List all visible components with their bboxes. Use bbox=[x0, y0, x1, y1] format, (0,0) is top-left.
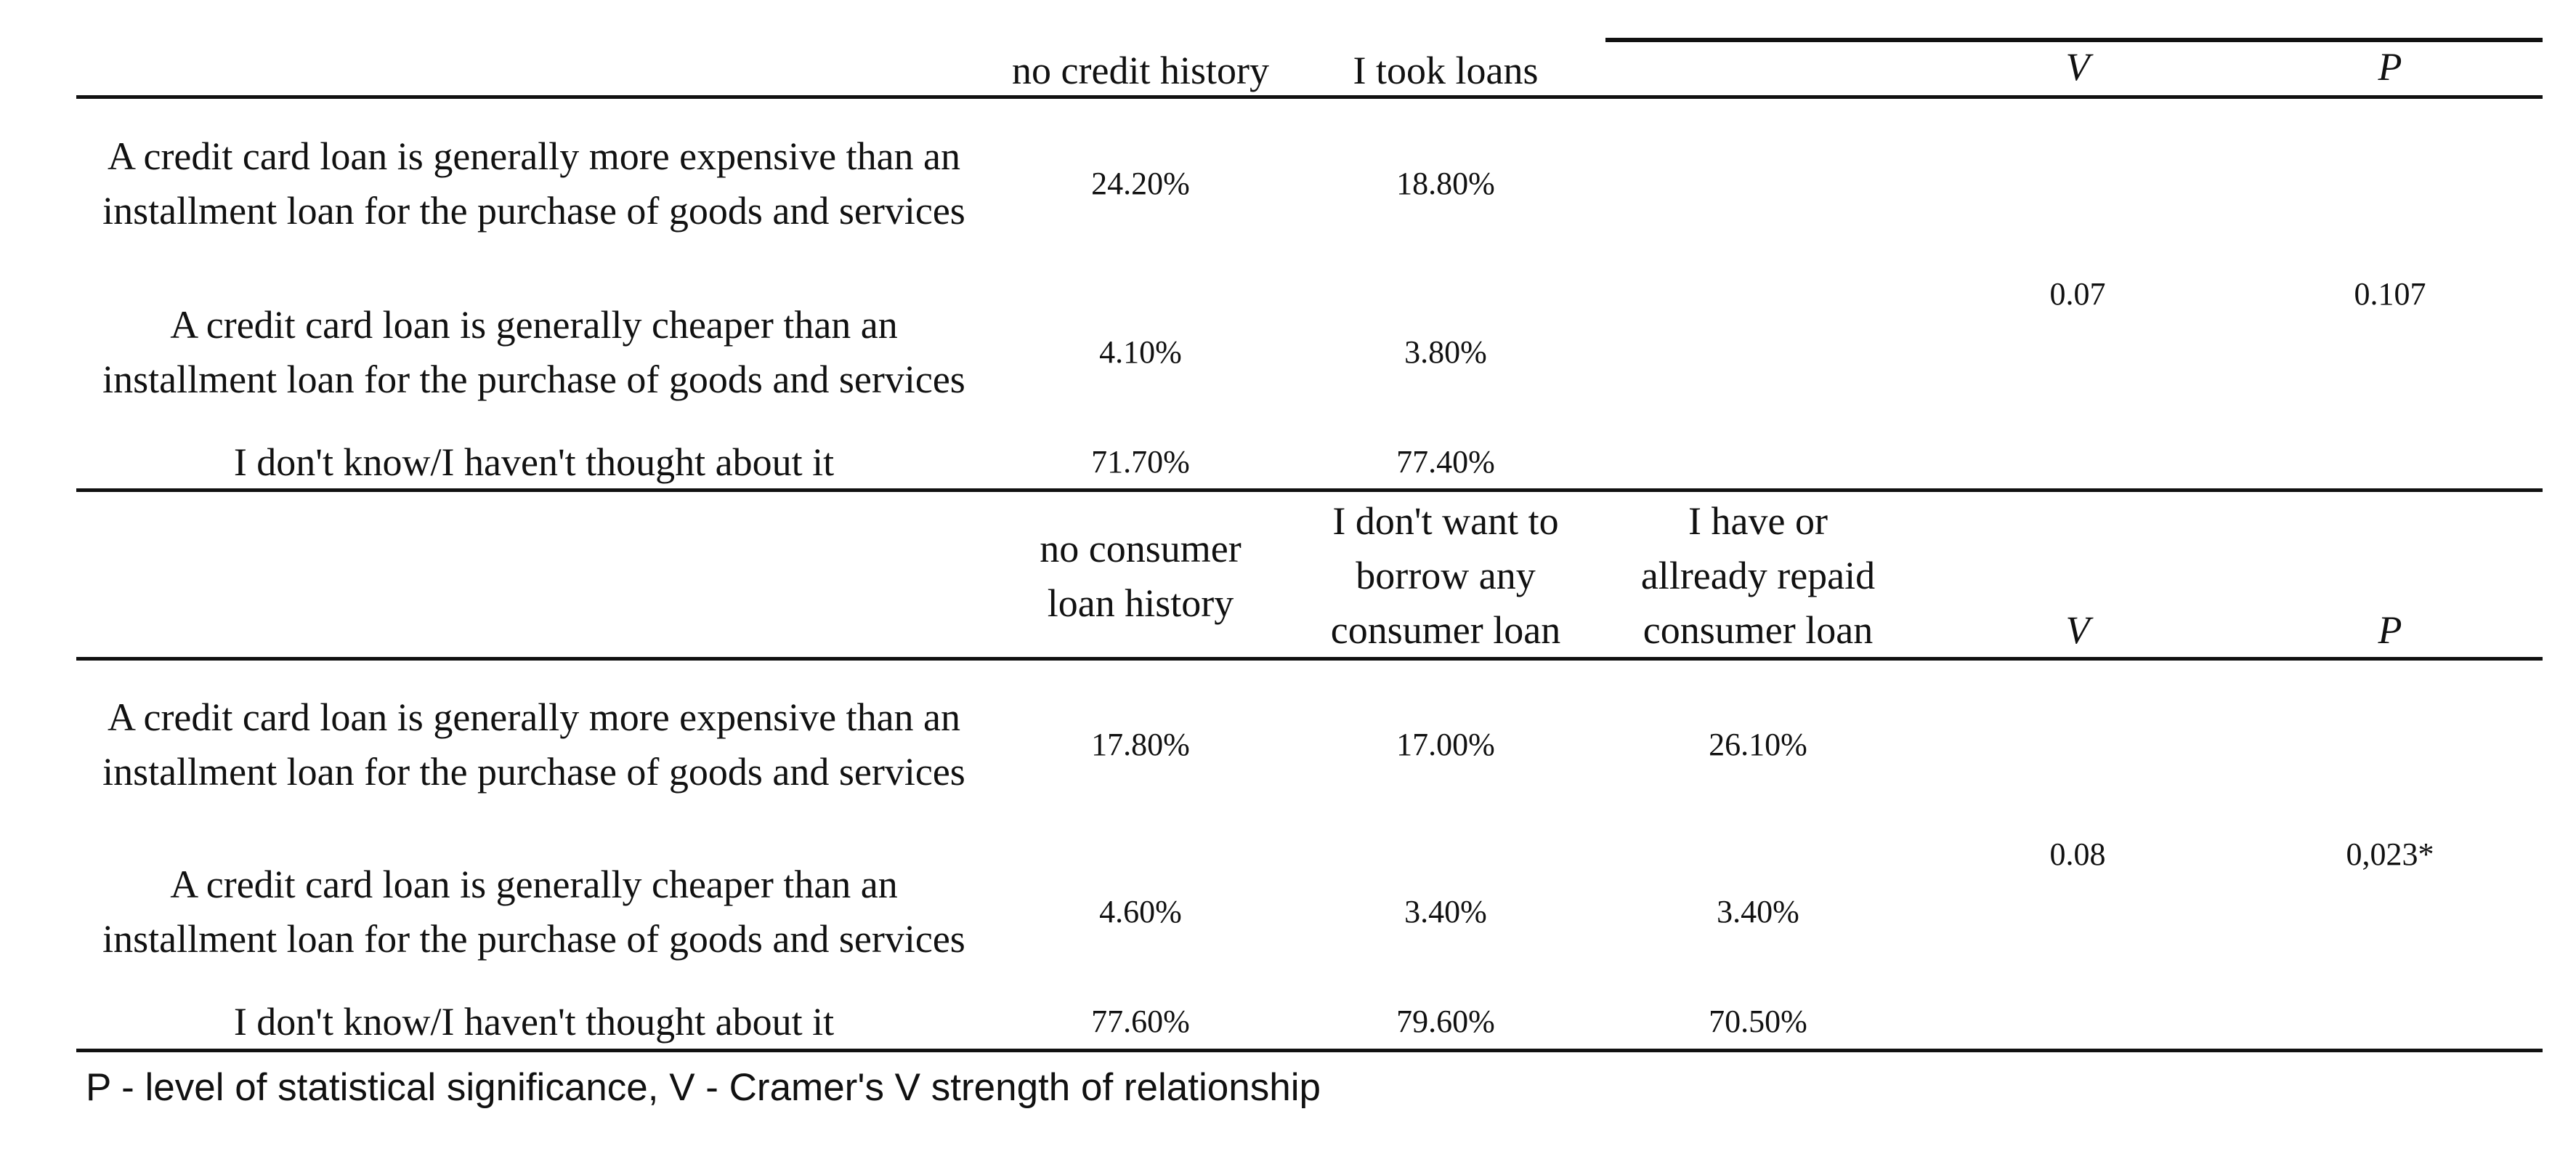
row-label: A credit card loan is generally cheaper … bbox=[102, 302, 965, 401]
row-label: A credit card loan is generally more exp… bbox=[102, 695, 965, 794]
table-separator-rule bbox=[76, 488, 2543, 492]
header-no-credit-history: no credit history bbox=[1012, 48, 1269, 92]
header-v: V bbox=[2065, 44, 2090, 89]
table-row: I don't know/I haven't thought about it … bbox=[0, 436, 2576, 488]
value-cell: 4.60% bbox=[1099, 893, 1182, 929]
value-cell: 26.10% bbox=[1709, 726, 1807, 762]
header-have-or-repaid-loan: I have or allready repaid consumer loan bbox=[1640, 499, 1876, 652]
table-row: A credit card loan is generally more exp… bbox=[0, 663, 2576, 826]
footnote: P - level of statistical significance, V… bbox=[86, 1066, 1321, 1109]
header-v: V bbox=[2065, 608, 2090, 652]
table-2-header-rule bbox=[76, 657, 2543, 661]
header-i-took-loans: I took loans bbox=[1353, 48, 1539, 92]
header-dont-want-to-borrow: I don't want to borrow any consumer loan bbox=[1330, 499, 1561, 652]
significance-p-value: 0.107 bbox=[2354, 276, 2426, 312]
table-2-header-row: no consumer loan history I don't want to… bbox=[0, 494, 2576, 658]
table-1-header-rule bbox=[76, 95, 2543, 99]
significance-p-value: 0,023* bbox=[2346, 836, 2434, 872]
value-cell: 17.00% bbox=[1396, 726, 1495, 762]
table-row: A credit card loan is generally cheaper … bbox=[0, 270, 2576, 434]
value-cell: 79.60% bbox=[1396, 1004, 1495, 1039]
value-cell: 3.40% bbox=[1404, 893, 1487, 929]
cramers-v-value: 0.08 bbox=[2049, 836, 2106, 872]
row-label: A credit card loan is generally more exp… bbox=[102, 134, 965, 233]
value-cell: 70.50% bbox=[1709, 1004, 1807, 1039]
row-label: I don't know/I haven't thought about it bbox=[233, 999, 835, 1044]
row-label: A credit card loan is generally cheaper … bbox=[102, 862, 965, 961]
value-cell: 3.40% bbox=[1717, 893, 1799, 929]
value-cell: 3.80% bbox=[1404, 334, 1487, 370]
value-cell: 77.40% bbox=[1396, 444, 1495, 480]
value-cell: 24.20% bbox=[1091, 165, 1190, 201]
table-1-top-rule bbox=[1605, 38, 2543, 42]
table-row: A credit card loan is generally cheaper … bbox=[0, 830, 2576, 993]
cramers-v-value: 0.07 bbox=[2049, 276, 2106, 312]
header-p: P bbox=[2378, 608, 2402, 652]
header-p: P bbox=[2378, 44, 2402, 89]
row-label: I don't know/I haven't thought about it bbox=[233, 440, 835, 484]
value-cell: 4.10% bbox=[1099, 334, 1182, 370]
table-bottom-rule bbox=[76, 1049, 2543, 1052]
value-cell: 71.70% bbox=[1091, 444, 1190, 480]
table-1-header-row: no credit history I took loans V P bbox=[0, 45, 2576, 96]
value-cell: 18.80% bbox=[1396, 165, 1495, 201]
table-row: A credit card loan is generally more exp… bbox=[0, 102, 2576, 265]
value-cell: 77.60% bbox=[1091, 1004, 1190, 1039]
value-cell: 17.80% bbox=[1091, 726, 1190, 762]
header-no-consumer-loan-history: no consumer loan history bbox=[1040, 526, 1242, 625]
table-row: I don't know/I haven't thought about it … bbox=[0, 996, 2576, 1048]
